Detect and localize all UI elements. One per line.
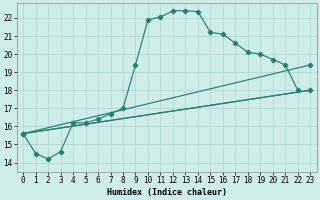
X-axis label: Humidex (Indice chaleur): Humidex (Indice chaleur) xyxy=(107,188,227,197)
